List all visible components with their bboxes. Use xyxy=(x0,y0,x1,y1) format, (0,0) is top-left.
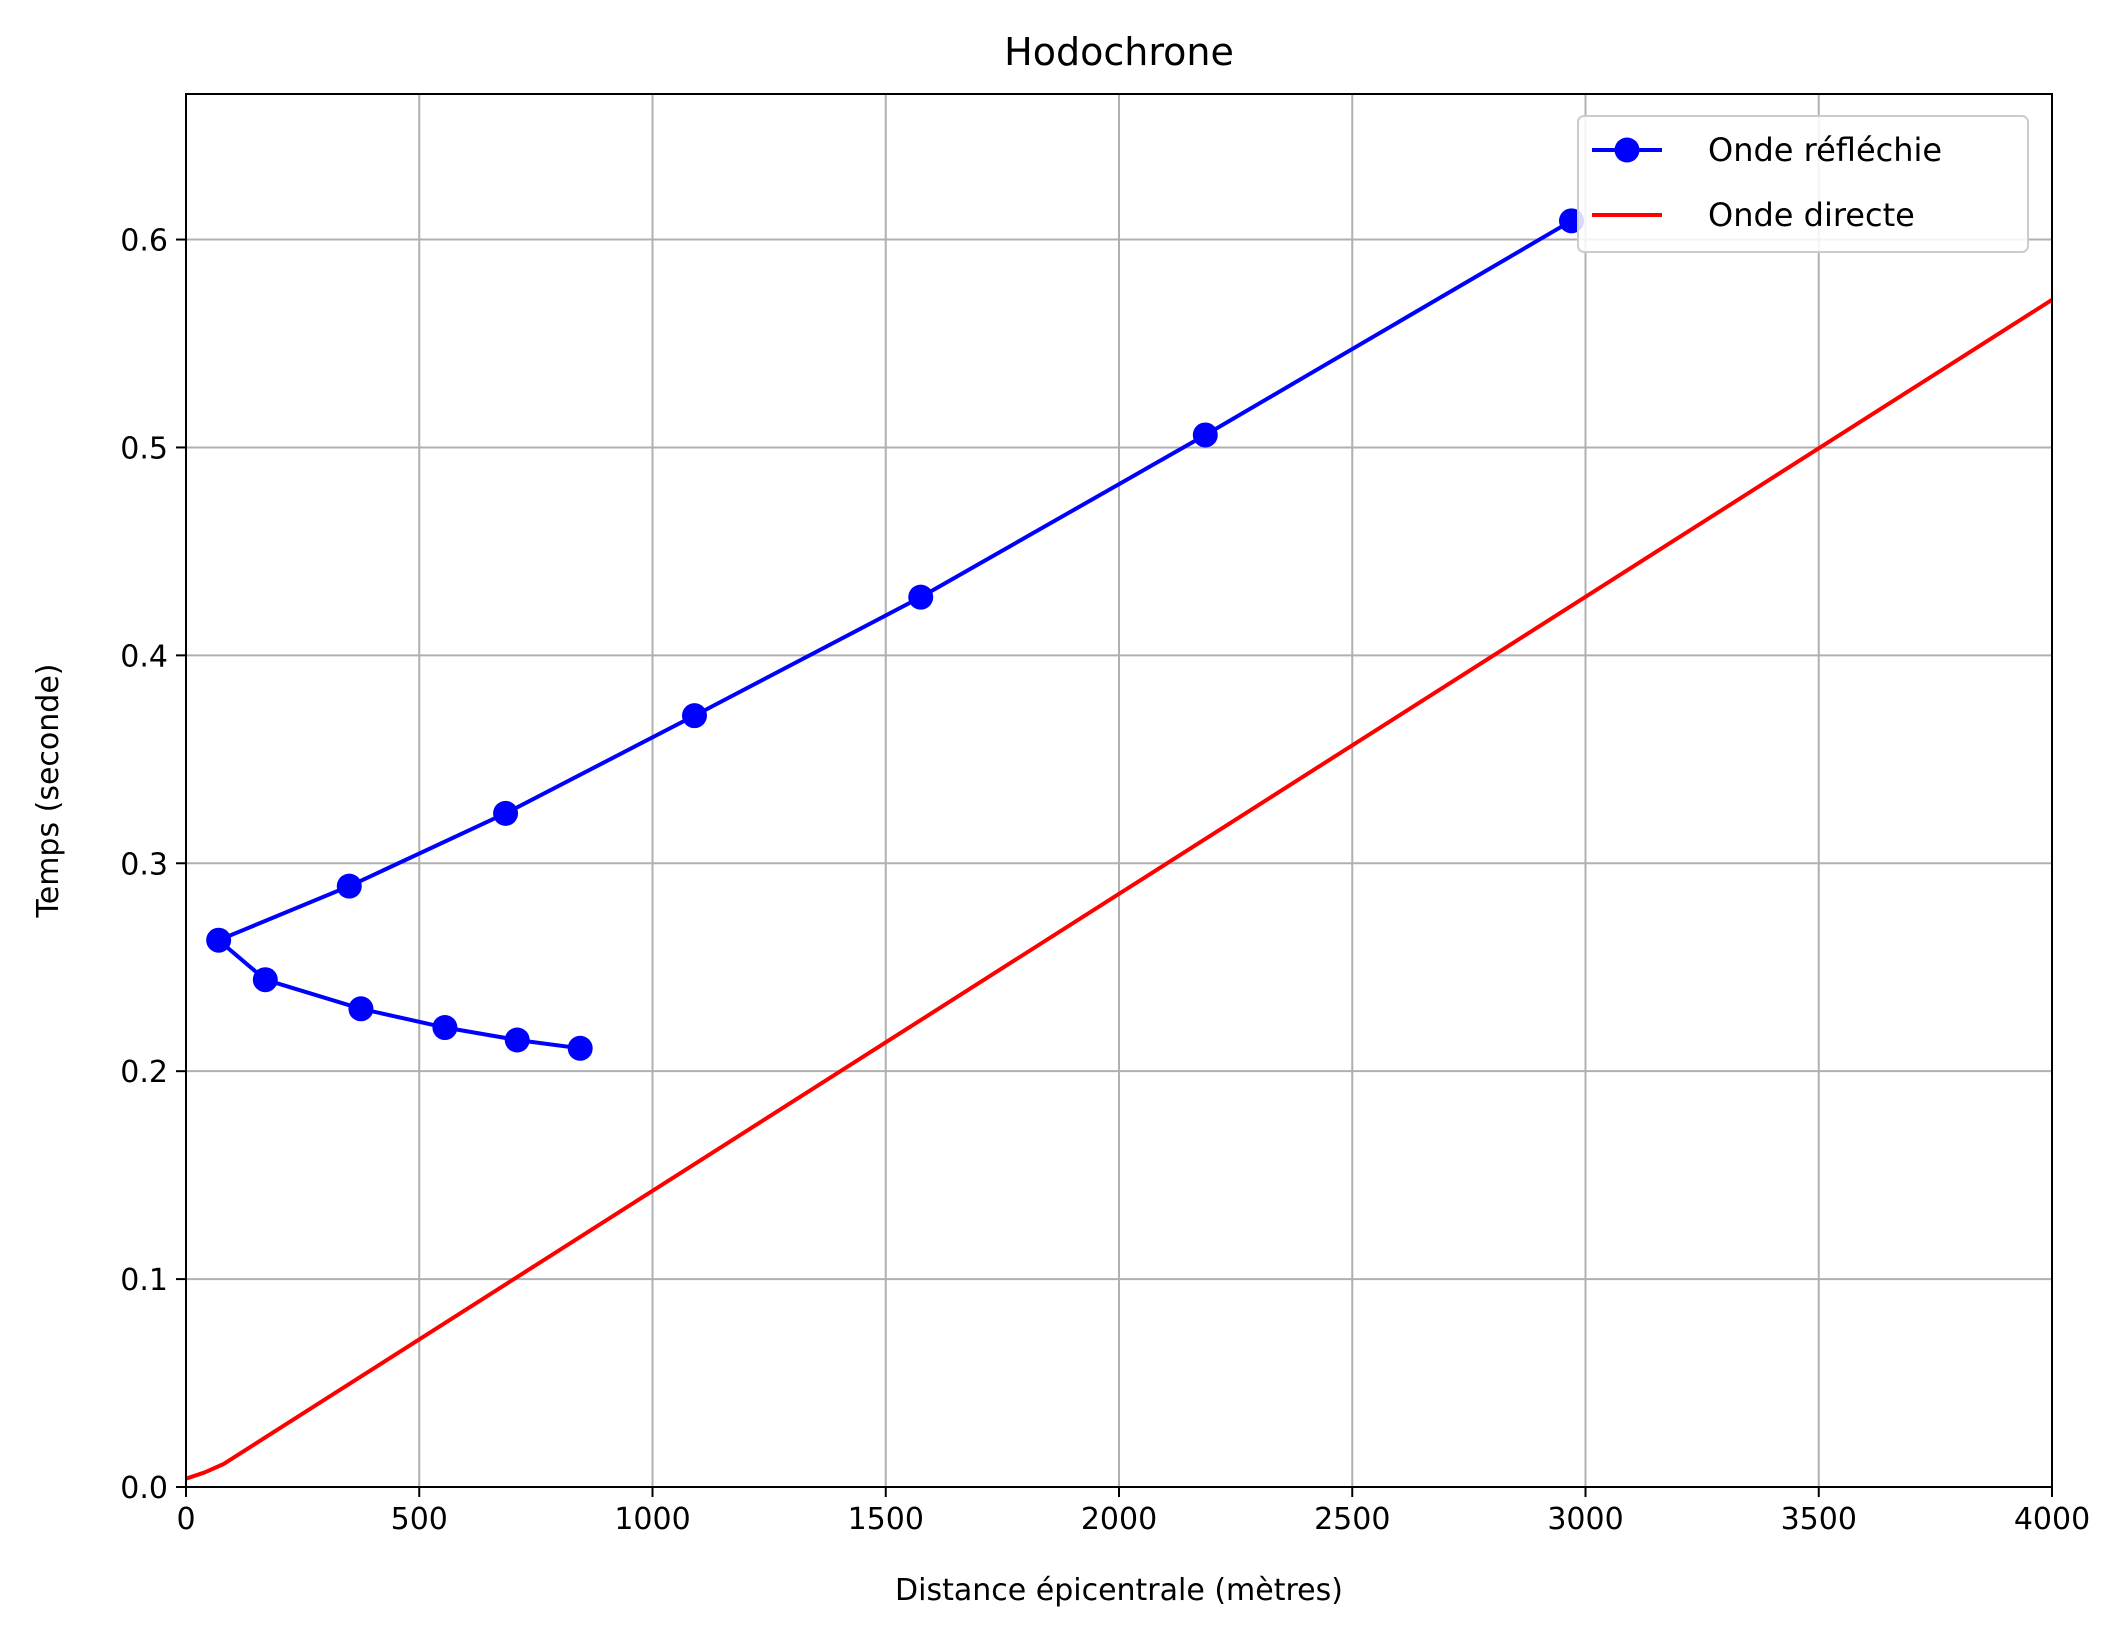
series-line-1 xyxy=(185,298,2054,1481)
data-point xyxy=(681,703,707,729)
chart-title: Hodochrone xyxy=(1004,30,1234,74)
y-tick-label: 0.4 xyxy=(120,639,168,674)
data-point xyxy=(348,996,374,1022)
data-point xyxy=(336,873,362,899)
x-tick-label: 2000 xyxy=(1081,1502,1157,1537)
ticks: 0 500 1000 1500 2000 2500 3000 3500 4000 0.0 0.1 0.… xyxy=(120,224,2090,1537)
legend-label: Onde réfléchie xyxy=(1708,131,1942,169)
data-point xyxy=(252,967,278,993)
y-tick-label: 0.3 xyxy=(120,847,168,882)
x-tick-label: 0 xyxy=(176,1502,195,1537)
x-tick-label: 500 xyxy=(391,1502,448,1537)
data-point xyxy=(432,1015,458,1041)
x-tick-label: 4000 xyxy=(2014,1502,2090,1537)
legend-label: Onde directe xyxy=(1708,196,1915,234)
y-tick-label: 0.6 xyxy=(120,224,168,259)
y-tick-label: 0.1 xyxy=(120,1263,168,1298)
x-tick-label: 1000 xyxy=(614,1502,690,1537)
y-tick-label: 0.0 xyxy=(120,1471,168,1506)
data-point xyxy=(206,927,232,953)
data-point xyxy=(493,800,519,826)
x-tick-label: 2500 xyxy=(1314,1502,1390,1537)
data-point xyxy=(908,584,934,610)
series-layer xyxy=(185,208,2054,1481)
x-axis-label: Distance épicentrale (mètres) xyxy=(895,1573,1343,1608)
x-tick-label: 3000 xyxy=(1547,1502,1623,1537)
legend-box xyxy=(1577,115,2029,253)
y-tick-label: 0.2 xyxy=(120,1055,168,1090)
data-point xyxy=(1192,422,1218,448)
x-tick-label: 3500 xyxy=(1781,1502,1857,1537)
data-point xyxy=(567,1035,593,1061)
y-tick-label: 0.5 xyxy=(120,431,168,466)
legend-marker-0 xyxy=(1614,137,1640,163)
x-tick-label: 1500 xyxy=(848,1502,924,1537)
legend: Onde réfléchie Onde directe xyxy=(1577,115,2029,253)
data-point xyxy=(504,1027,530,1053)
y-axis-label: Temps (seconde) xyxy=(31,664,66,919)
